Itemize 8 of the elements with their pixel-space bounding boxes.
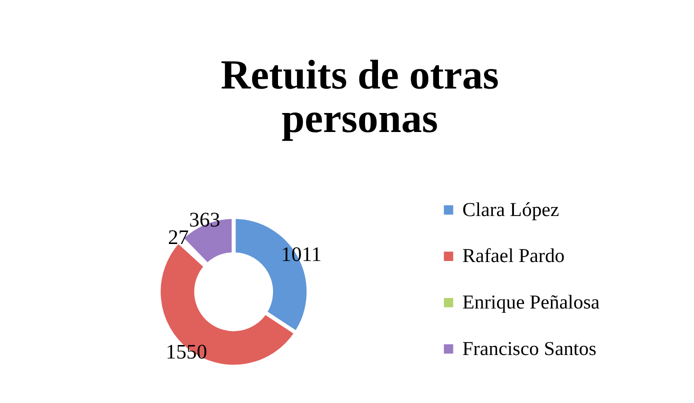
text: Retuits de otras	[220, 52, 499, 98]
text: personas	[282, 95, 438, 142]
legend-label: Clara López	[462, 198, 560, 221]
data-label: 27	[168, 227, 189, 250]
legend-label: Enrique Peñalosa	[462, 292, 600, 314]
legend-label: Francisco Santos	[462, 338, 596, 360]
data-label: 363	[189, 209, 220, 232]
legend-label: Rafael Pardo	[462, 245, 565, 268]
